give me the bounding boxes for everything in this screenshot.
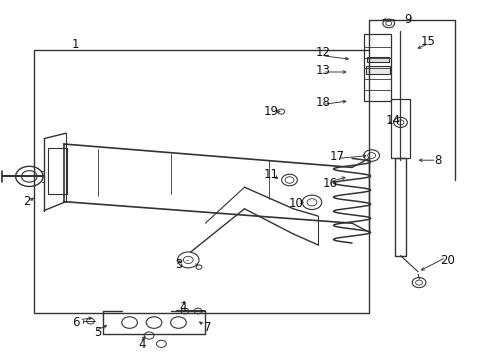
Bar xyxy=(394,158,405,256)
Text: 11: 11 xyxy=(264,168,278,181)
Text: 2: 2 xyxy=(23,195,31,208)
Text: 10: 10 xyxy=(288,197,303,210)
Text: 4: 4 xyxy=(138,338,145,351)
Bar xyxy=(48,148,66,194)
Text: 5: 5 xyxy=(94,327,102,339)
Text: 12: 12 xyxy=(315,46,329,59)
Text: 20: 20 xyxy=(439,255,454,267)
Text: 9: 9 xyxy=(404,13,411,26)
Text: 1: 1 xyxy=(72,39,80,51)
Bar xyxy=(366,57,388,62)
Text: 19: 19 xyxy=(264,105,278,118)
Text: 13: 13 xyxy=(315,64,329,77)
Text: 17: 17 xyxy=(329,150,344,163)
Text: 4: 4 xyxy=(179,301,187,314)
Text: 3: 3 xyxy=(174,258,182,271)
Text: 14: 14 xyxy=(386,114,400,127)
Bar xyxy=(364,34,390,101)
Text: 16: 16 xyxy=(322,177,337,190)
Text: 6: 6 xyxy=(72,316,80,329)
Text: 18: 18 xyxy=(315,96,329,109)
Text: 15: 15 xyxy=(420,35,434,48)
Bar xyxy=(365,66,389,74)
Bar xyxy=(390,99,409,158)
Text: 7: 7 xyxy=(203,321,211,334)
Bar xyxy=(34,50,368,313)
Text: 8: 8 xyxy=(433,154,441,167)
